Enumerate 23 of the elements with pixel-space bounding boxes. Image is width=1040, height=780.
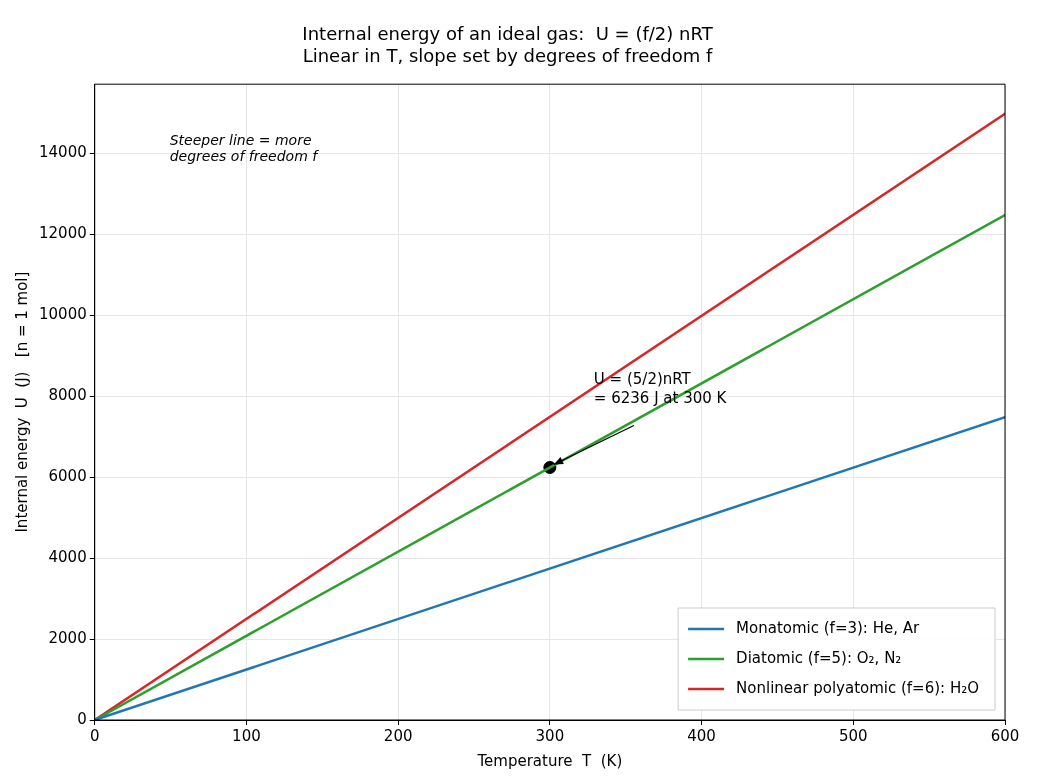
x-tick-label: 300 — [535, 726, 565, 745]
annotation: Steeper line = more degrees of freedom f — [169, 131, 320, 164]
y-tick-label: 12000 — [39, 223, 87, 242]
y-tick-label: 6000 — [48, 466, 87, 485]
y-tick-label: 0 — [77, 709, 87, 728]
x-tick-label: 400 — [687, 726, 716, 745]
x-tick-label: 0 — [89, 726, 100, 745]
x-tick-label: 500 — [838, 726, 868, 745]
x-tick-label: 100 — [232, 726, 261, 745]
legend-label: Monatomic (f=3): He, Ar — [736, 618, 920, 637]
y-tick-label: 8000 — [48, 385, 87, 404]
x-axis-title: Temperature T (K) — [476, 751, 623, 770]
chart-subtitle: Linear in T, slope set by degrees of freedom f — [302, 45, 713, 67]
y-tick-label: 4000 — [48, 547, 87, 566]
y-tick-label: 10000 — [39, 304, 87, 323]
y-axis-title: Internal energy U (J) [n = 1 mol] — [12, 271, 31, 533]
chart-title: Internal energy of an ideal gas: U = (f/2) nRT — [302, 23, 714, 45]
x-tick-label: 600 — [990, 726, 1020, 745]
legend-label: Nonlinear polyatomic (f=6): H₂O — [736, 678, 980, 697]
y-tick-label: 14000 — [39, 142, 87, 161]
legend-label: Diatomic (f=5): O₂, N₂ — [736, 648, 902, 667]
y-tick-label: 2000 — [48, 628, 87, 647]
x-tick-label: 200 — [383, 726, 413, 745]
